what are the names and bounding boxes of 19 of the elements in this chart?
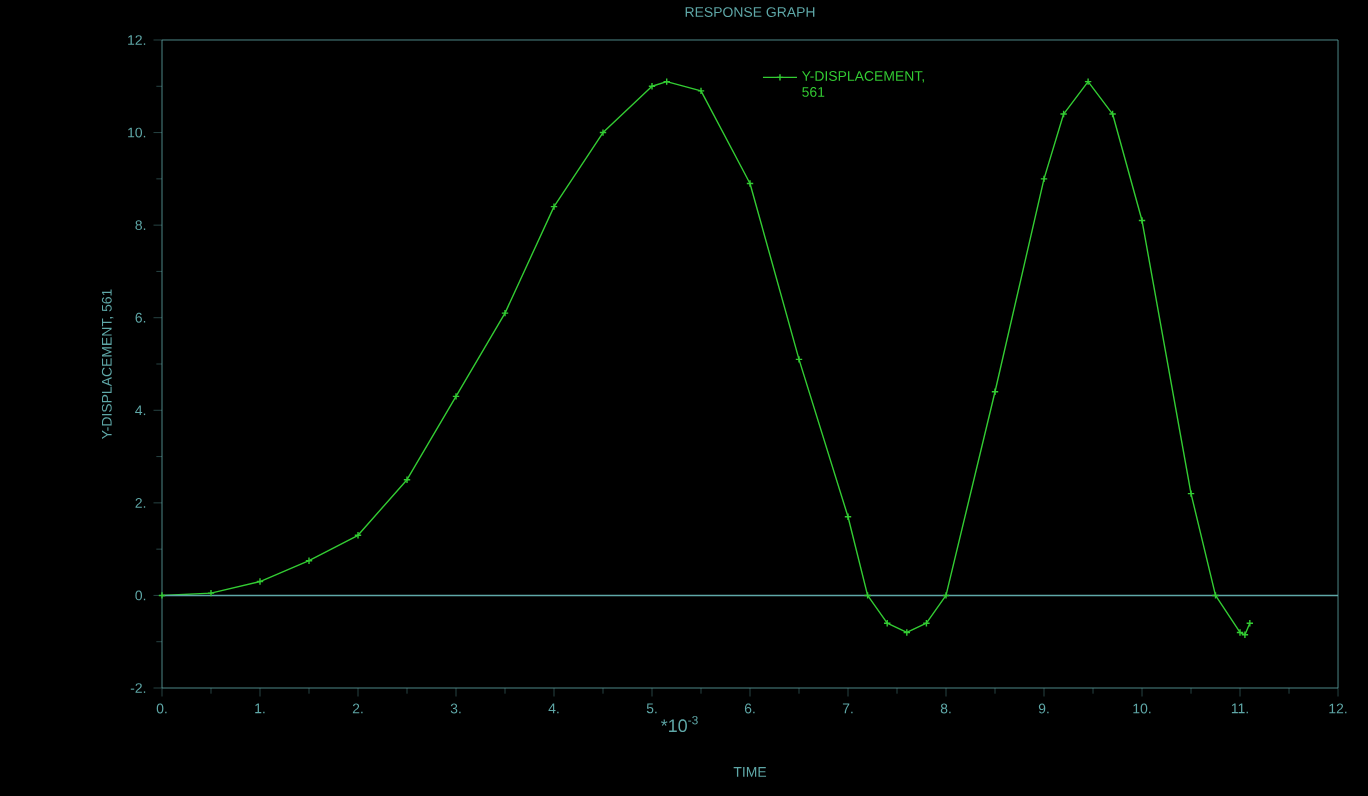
- point: [1084, 77, 1092, 86]
- point: [1059, 110, 1068, 118]
- point: [207, 589, 215, 597]
- point: [902, 628, 911, 637]
- point: [1108, 110, 1117, 118]
- point: [1187, 489, 1195, 498]
- point: [1040, 174, 1048, 183]
- point: [256, 577, 264, 586]
- point: [697, 87, 705, 95]
- point: [1236, 628, 1244, 637]
- text: *10$^{-3}$: [661, 715, 698, 733]
- point: [452, 392, 460, 401]
- point: [795, 355, 803, 364]
- point: [1138, 216, 1146, 225]
- point: [599, 128, 607, 137]
- point: [550, 202, 558, 211]
- point: [942, 591, 950, 600]
- point: [501, 309, 509, 317]
- point: [746, 179, 754, 188]
